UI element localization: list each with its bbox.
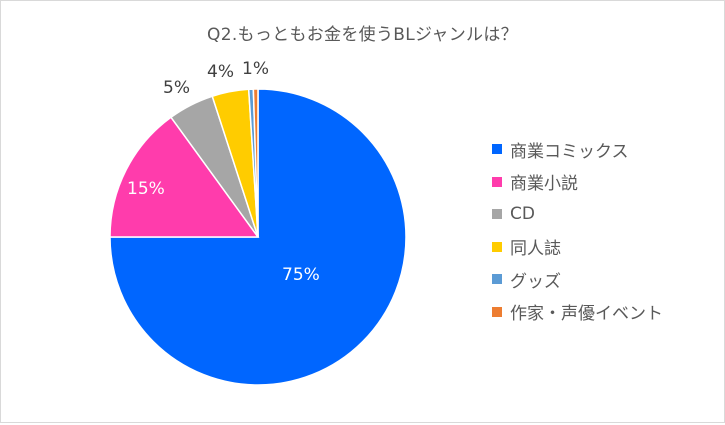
legend-label: 作家・声優イベント: [510, 304, 663, 325]
data-label-doujinshi: 4%: [207, 62, 234, 82]
legend-item-commercial-comics[interactable]: 商業コミックス: [492, 133, 663, 166]
pie-slices: [109, 88, 407, 386]
legend-swatch-icon: [492, 209, 502, 220]
legend-swatch-icon: [492, 274, 502, 285]
legend-item-cd[interactable]: CD: [492, 198, 663, 231]
data-label-cd: 5%: [163, 78, 190, 98]
legend-item-doujinshi[interactable]: 同人誌: [492, 231, 663, 264]
legend-item-events[interactable]: 作家・声優イベント: [492, 296, 663, 329]
pie-slice-commercial-novels[interactable]: [109, 116, 260, 238]
legend-item-goods[interactable]: グッズ: [492, 263, 663, 296]
data-label-commercial-novels: 15%: [127, 179, 165, 199]
legend-label: 商業小説: [510, 174, 578, 195]
legend-label: 同人誌: [510, 239, 561, 260]
data-label-commercial-comics: 75%: [282, 265, 320, 285]
legend-swatch-icon: [492, 144, 502, 155]
legend-label: グッズ: [510, 271, 561, 292]
data-label-events: 1%: [242, 59, 269, 79]
legend-label: 商業コミックス: [510, 141, 629, 162]
legend-swatch-icon: [492, 241, 502, 252]
legend-item-commercial-novels[interactable]: 商業小説: [492, 166, 663, 199]
legend: 商業コミックス 商業小説 CD 同人誌 グッズ 作家・声優イベント: [492, 133, 663, 328]
pie-slice-events[interactable]: [252, 88, 259, 238]
legend-swatch-icon: [492, 176, 502, 187]
legend-swatch-icon: [492, 306, 502, 317]
chart-title: Q2.もっともお金を使うBLジャンルは？: [207, 25, 518, 45]
legend-label: CD: [510, 204, 535, 225]
